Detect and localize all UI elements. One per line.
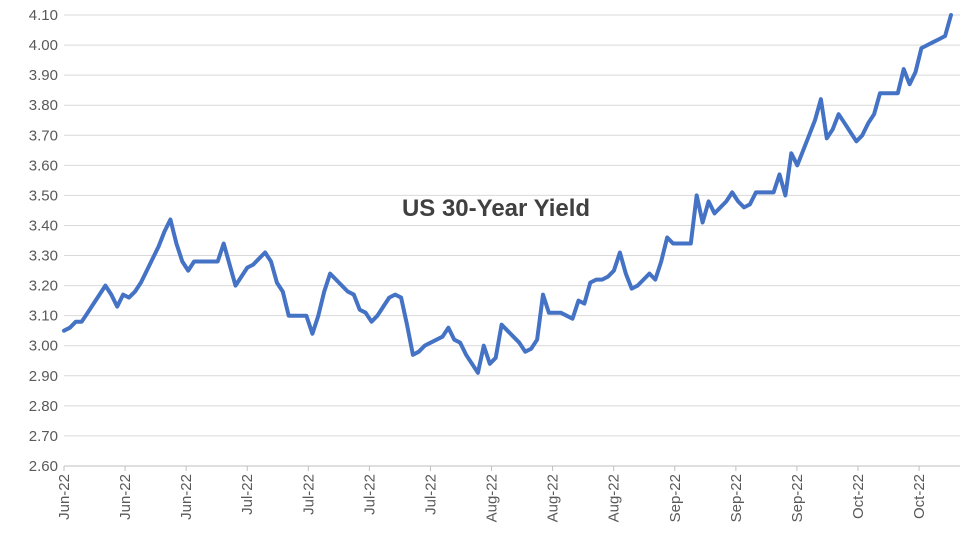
x-tick-label: Jun-22 <box>178 474 195 520</box>
x-tick-label: Aug-22 <box>484 474 501 522</box>
y-tick-label: 3.70 <box>29 127 58 144</box>
series-layer <box>62 13 953 375</box>
y-tick-label: 4.00 <box>29 37 58 54</box>
y-tick-label: 3.50 <box>29 187 58 204</box>
y-tick-label: 2.60 <box>29 458 58 475</box>
x-tick-label: Oct-22 <box>911 474 928 519</box>
y-tick-label: 4.10 <box>29 7 58 24</box>
x-tick-label: Oct-22 <box>850 474 867 519</box>
x-tick-label: Sep-22 <box>728 474 745 522</box>
y-tick-label: 3.60 <box>29 157 58 174</box>
y-tick-label: 3.00 <box>29 338 58 355</box>
gridlines <box>64 14 960 437</box>
x-tick-label: Jul-22 <box>422 474 439 515</box>
y-tick-label: 3.30 <box>29 248 58 265</box>
x-tick-label: Sep-22 <box>667 474 684 522</box>
x-tick-label: Jun-22 <box>117 474 134 520</box>
y-tick-label: 2.70 <box>29 428 58 445</box>
axes <box>63 465 960 471</box>
x-tick-label: Jul-22 <box>300 474 317 515</box>
x-tick-label: Jun-22 <box>56 474 73 520</box>
y-tick-label: 3.20 <box>29 278 58 295</box>
y-tick-label: 2.80 <box>29 398 58 415</box>
x-tick-label: Jul-22 <box>361 474 378 515</box>
y-axis-tick-labels: 2.60 2.70 2.80 2.90 3.00 3.10 3.20 3.30 3.40 3.50… <box>29 7 58 475</box>
x-tick-label: Sep-22 <box>789 474 806 522</box>
y-tick-label: 3.10 <box>29 308 58 325</box>
y-tick-label: 3.40 <box>29 217 58 234</box>
x-tick-label: Aug-22 <box>606 474 623 522</box>
y-tick-label: 3.80 <box>29 97 58 114</box>
series-line-yield <box>62 13 953 375</box>
chart-title: US 30-Year Yield <box>402 195 590 222</box>
x-tick-label: Aug-22 <box>545 474 562 522</box>
x-tick-label: Jul-22 <box>239 474 256 515</box>
y-tick-label: 2.90 <box>29 368 58 385</box>
y-tick-label: 3.90 <box>29 67 58 84</box>
x-axis-tick-labels: Jun-22 Jun-22 Jun-22 Jul-22 Jul-22 Jul-22 Jul-… <box>56 474 928 522</box>
